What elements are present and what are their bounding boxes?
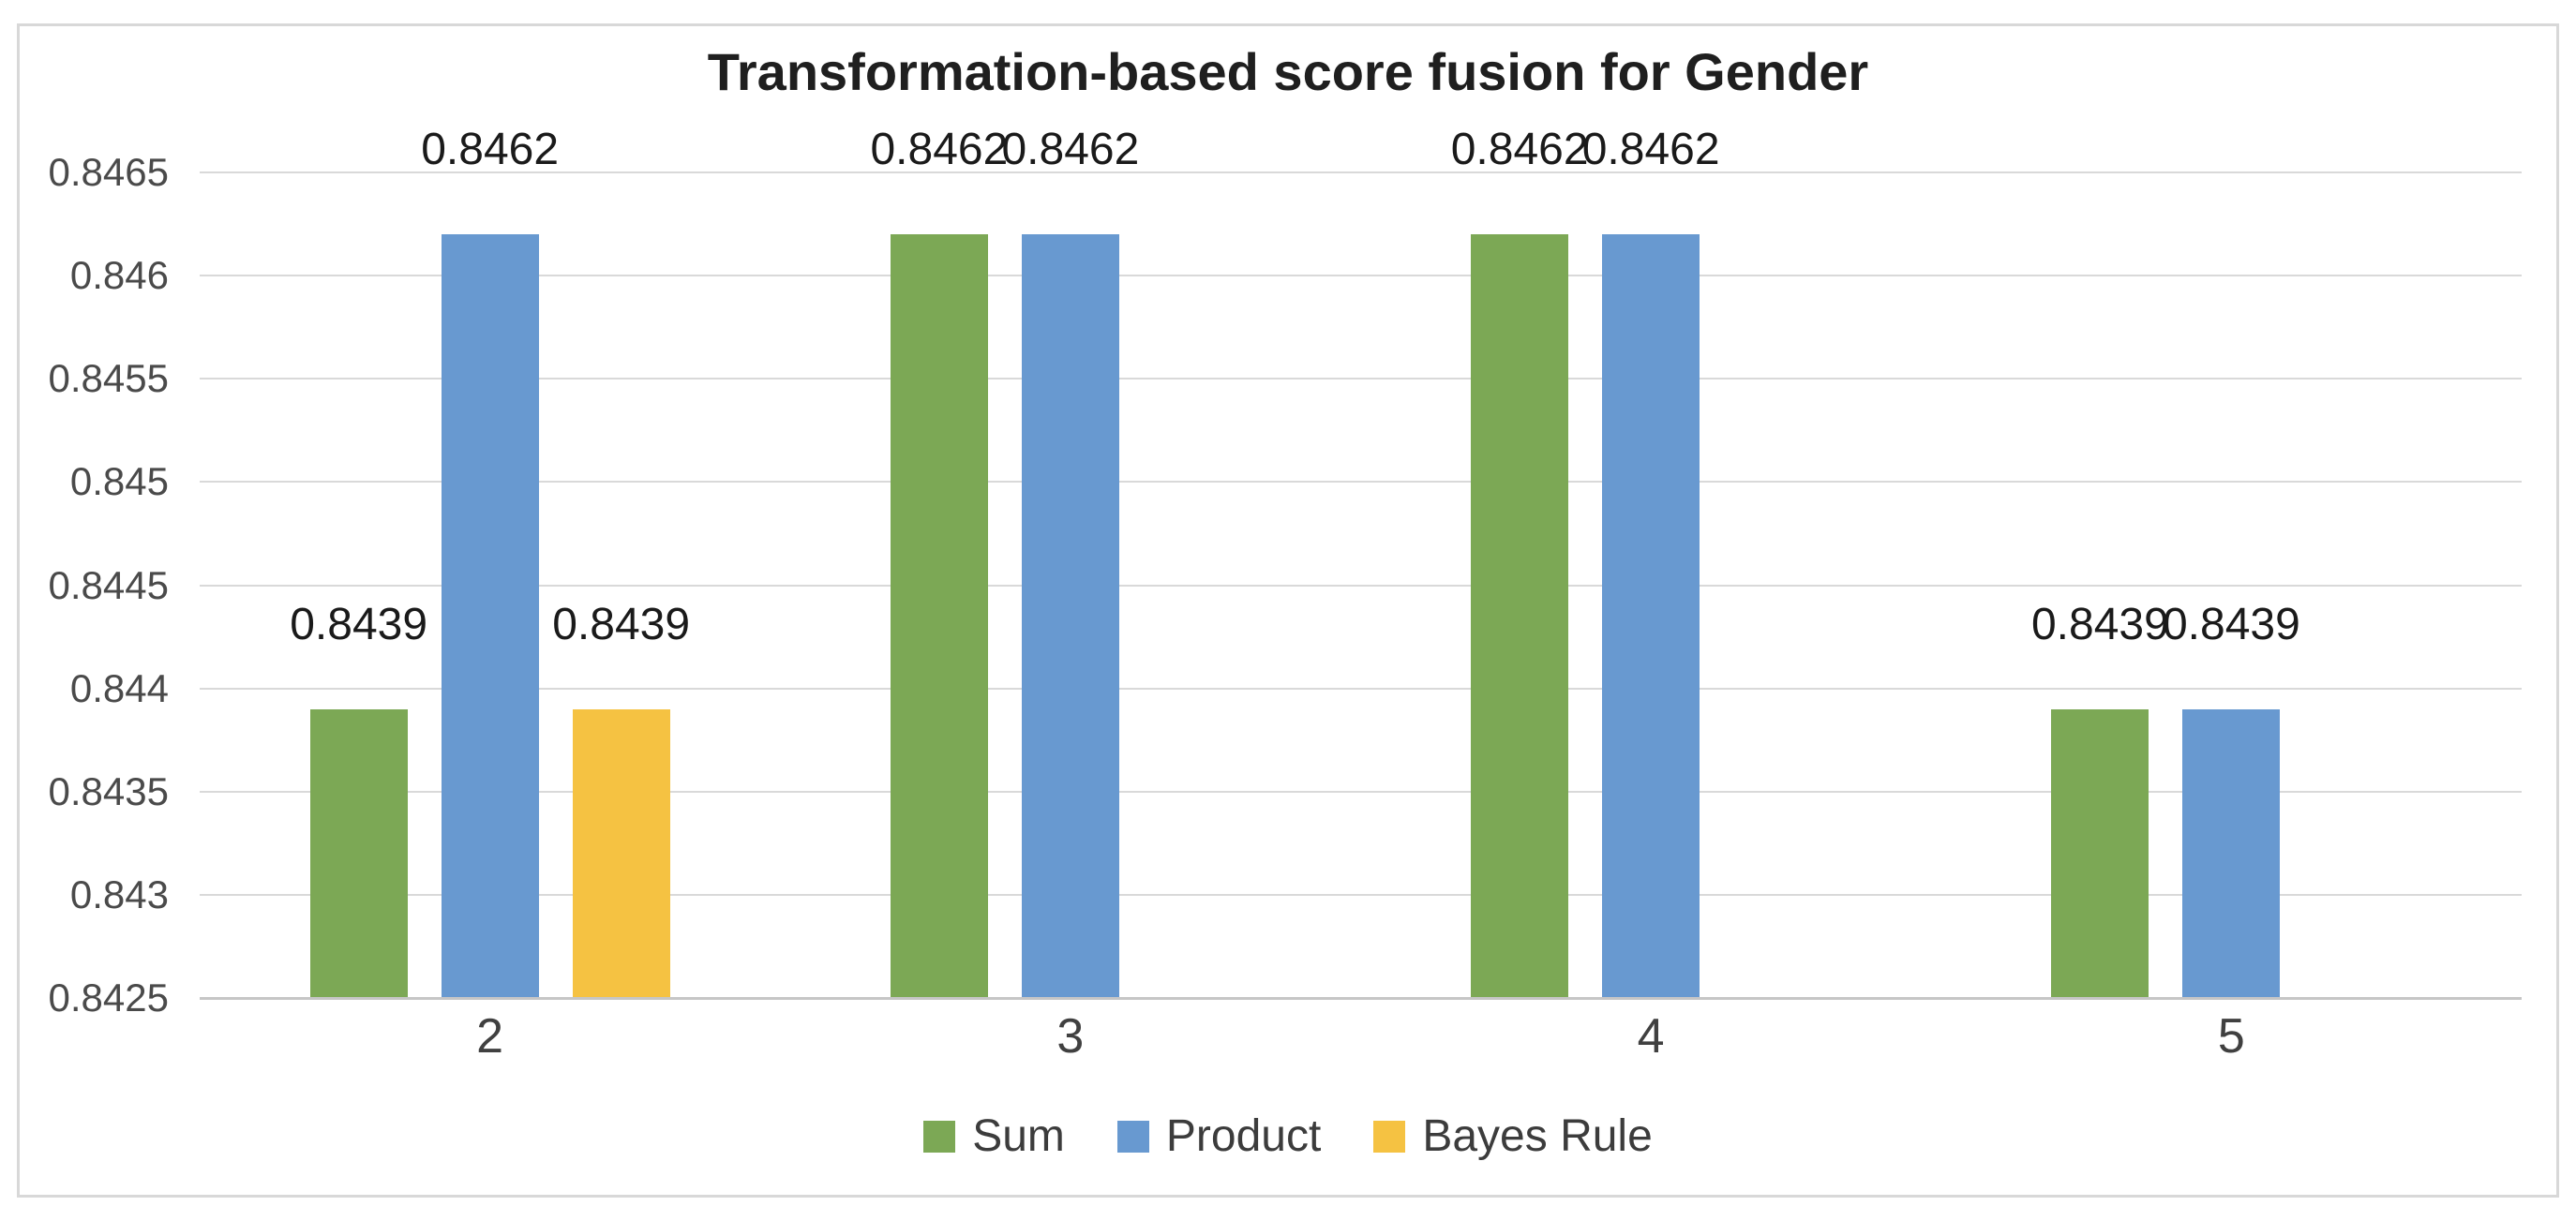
bar-product <box>441 234 539 998</box>
y-axis-tick-label: 0.8465 <box>48 150 169 194</box>
bar-data-label: 0.8439 <box>552 599 691 649</box>
legend-swatch <box>923 1121 956 1153</box>
legend-swatch <box>1373 1121 1406 1153</box>
x-axis-line <box>200 997 2522 1000</box>
legend-item: Product <box>1116 1111 1322 1162</box>
legend-label: Sum <box>972 1111 1065 1161</box>
legend-item: Bayes Rule <box>1373 1111 1653 1162</box>
bar-data-label: 0.8439 <box>2162 599 2300 649</box>
bar-sum <box>1471 234 1569 998</box>
legend-item: Sum <box>923 1111 1065 1162</box>
y-axis-tick-label: 0.8425 <box>48 975 169 1020</box>
chart-frame <box>17 23 2559 1198</box>
bar-product <box>1602 234 1700 998</box>
gridline <box>200 171 2522 173</box>
legend: Sum Product Bayes Rule <box>17 1111 2559 1162</box>
bar-data-label: 0.8462 <box>1001 125 1140 175</box>
bar-product <box>2182 708 2281 998</box>
legend-swatch <box>1116 1121 1149 1153</box>
gridline <box>200 378 2522 380</box>
y-axis-tick-label: 0.846 <box>69 253 169 298</box>
bar-sum <box>890 234 988 998</box>
bar-data-label: 0.8462 <box>1581 125 1720 175</box>
x-axis-category-label: 4 <box>1637 1009 1665 1064</box>
bar-sum <box>309 708 408 998</box>
gridline <box>200 893 2522 896</box>
gridline <box>200 687 2522 690</box>
y-axis-tick-label: 0.845 <box>69 459 169 504</box>
legend-label: Bayes Rule <box>1422 1111 1653 1161</box>
y-axis-tick-label: 0.843 <box>69 871 169 916</box>
bar-data-label: 0.8439 <box>2030 599 2169 649</box>
bar-data-label: 0.8462 <box>870 125 1009 175</box>
bar-data-label: 0.8439 <box>290 599 428 649</box>
y-axis-tick-label: 0.8435 <box>48 768 169 813</box>
gridline <box>200 584 2522 587</box>
x-axis-category-label: 3 <box>1056 1009 1085 1064</box>
y-axis-tick-label: 0.844 <box>69 665 169 710</box>
x-axis-category-label: 2 <box>476 1009 504 1064</box>
gridline <box>200 275 2522 277</box>
gridline <box>200 481 2522 484</box>
chart-title: Transformation-based score fusion for Ge… <box>707 42 1869 101</box>
x-axis-category-label: 5 <box>2217 1009 2245 1064</box>
bar-sum <box>2051 708 2149 998</box>
bar-product <box>1021 234 1119 998</box>
legend-label: Product <box>1165 1111 1322 1161</box>
y-axis-tick-label: 0.8455 <box>48 356 169 401</box>
gridline <box>200 790 2522 793</box>
bar-bayes-rule <box>572 708 670 998</box>
bar-data-label: 0.8462 <box>1450 125 1589 175</box>
bar-data-label: 0.8462 <box>421 125 560 175</box>
y-axis-tick-label: 0.8445 <box>48 562 169 607</box>
